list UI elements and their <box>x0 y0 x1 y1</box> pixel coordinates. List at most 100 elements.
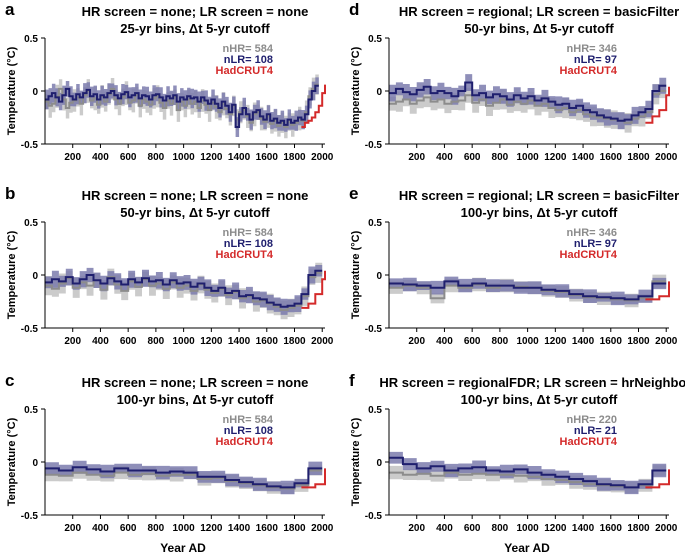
y-tick-label: 0.5 <box>368 34 382 45</box>
x-tick-label: 600 <box>464 152 481 163</box>
x-axis-label: Year AD <box>160 541 206 555</box>
hadcrut4-series-line <box>301 468 326 489</box>
x-tick-label: 2000 <box>655 523 678 534</box>
x-tick-label: 1800 <box>627 152 650 163</box>
x-tick-label: 1200 <box>544 336 567 347</box>
y-tick-label: -0.5 <box>365 140 383 151</box>
y-axis-label: Temperature (°C) <box>350 417 362 506</box>
x-tick-label: 600 <box>120 523 137 534</box>
x-tick-label: 400 <box>92 523 109 534</box>
y-tick-label: 0.5 <box>368 405 382 416</box>
chart-panel-b: -0.5 0 0.5 200 400 600 800 1000 1200 1400 1600 1800… <box>5 184 334 347</box>
x-tick-label: 1400 <box>228 152 251 163</box>
x-tick-label: 200 <box>408 336 425 347</box>
x-tick-label: 1200 <box>200 523 223 534</box>
x-tick-label: 2000 <box>311 336 334 347</box>
x-tick-label: 1000 <box>172 152 195 163</box>
legend-entry: HadCRUT4 <box>216 249 274 261</box>
y-tick-label: 0.5 <box>24 405 38 416</box>
x-tick-label: 600 <box>464 523 481 534</box>
x-tick-label: 1800 <box>283 152 306 163</box>
x-tick-label: 400 <box>436 523 453 534</box>
x-tick-label: 1000 <box>172 523 195 534</box>
legend-entry: nHR= 584 <box>223 43 274 55</box>
x-tick-label: 2000 <box>655 152 678 163</box>
y-tick-label: -0.5 <box>21 324 39 335</box>
x-tick-label: 800 <box>148 523 165 534</box>
x-tick-label: 1800 <box>283 523 306 534</box>
y-axis-label: Temperature (°C) <box>350 230 362 319</box>
y-tick-label: -0.5 <box>365 324 383 335</box>
panel-letter: b <box>5 184 15 203</box>
y-tick-label: 0 <box>376 87 382 98</box>
lr-series-line <box>389 81 667 122</box>
lr-series-line <box>45 84 319 128</box>
lr-series-line <box>45 269 323 308</box>
x-tick-label: 200 <box>64 336 81 347</box>
x-tick-label: 1400 <box>572 336 595 347</box>
chart-subtitle: 100-yr bins, Δt 5-yr cutoff <box>117 392 274 407</box>
legend-entry: HadCRUT4 <box>216 65 274 77</box>
x-tick-label: 600 <box>464 336 481 347</box>
panel-letter: f <box>349 371 355 390</box>
legend-entry: nHR= 220 <box>567 414 617 426</box>
x-tick-label: 1200 <box>544 523 567 534</box>
legend-entry: nLR= 108 <box>224 425 273 437</box>
hadcrut4-series-line <box>301 84 326 128</box>
hadcrut4-series-line <box>301 270 326 309</box>
x-tick-label: 200 <box>64 523 81 534</box>
x-tick-label: 400 <box>92 336 109 347</box>
x-tick-label: 1400 <box>572 523 595 534</box>
panel-letter: e <box>349 184 358 203</box>
hadcrut4-series-line <box>645 281 670 301</box>
y-tick-label: 0.5 <box>24 218 38 229</box>
legend-entry: nHR= 346 <box>567 43 617 55</box>
x-tick-label: 1800 <box>627 336 650 347</box>
x-tick-label: 1400 <box>228 523 251 534</box>
x-tick-label: 400 <box>436 152 453 163</box>
y-tick-label: 0 <box>376 458 382 469</box>
legend-entry: nLR= 21 <box>574 425 617 437</box>
x-tick-label: 1800 <box>283 336 306 347</box>
x-tick-label: 600 <box>120 336 137 347</box>
y-tick-label: -0.5 <box>365 511 383 522</box>
hadcrut4-series-line <box>645 86 670 124</box>
x-tick-label: 200 <box>408 523 425 534</box>
chart-title: HR screen = none; LR screen = none <box>82 4 309 19</box>
panel-letter: c <box>5 371 14 390</box>
chart-panel-d: -0.5 0 0.5 200 400 600 800 1000 1200 1400 1600 1800… <box>349 0 679 163</box>
x-tick-label: 1800 <box>627 523 650 534</box>
x-tick-label: 1600 <box>256 336 279 347</box>
legend-entry: nHR= 346 <box>567 227 617 239</box>
x-tick-label: 1000 <box>516 336 539 347</box>
legend-entry: nHR= 584 <box>223 227 274 239</box>
chart-title: HR screen = regionalFDR; LR screen = hrN… <box>379 375 685 390</box>
x-tick-label: 1200 <box>200 152 223 163</box>
x-tick-label: 1200 <box>200 336 223 347</box>
panel-letter: d <box>349 0 359 19</box>
x-tick-label: 200 <box>408 152 425 163</box>
x-tick-label: 1000 <box>516 523 539 534</box>
x-tick-label: 800 <box>148 152 165 163</box>
chart-title: HR screen = regional; LR screen = basicF… <box>399 4 679 19</box>
legend-entry: nLR= 108 <box>224 54 273 66</box>
x-tick-label: 800 <box>492 523 509 534</box>
y-axis-label: Temperature (°C) <box>350 46 362 135</box>
chart-subtitle: 25-yr bins, Δt 5-yr cutoff <box>120 21 270 36</box>
x-tick-label: 1400 <box>572 152 595 163</box>
y-tick-label: -0.5 <box>21 140 39 151</box>
legend-entry: HadCRUT4 <box>560 436 618 448</box>
legend-entry: HadCRUT4 <box>560 249 618 261</box>
x-tick-label: 400 <box>436 336 453 347</box>
x-tick-label: 1600 <box>600 152 623 163</box>
chart-panel-f: -0.5 0 0.5 200 400 600 800 1000 1200 1400 1600 1800… <box>349 371 685 534</box>
x-tick-label: 200 <box>64 152 81 163</box>
x-tick-label: 1600 <box>256 152 279 163</box>
lr-series-line <box>389 280 667 301</box>
x-tick-label: 1000 <box>172 336 195 347</box>
legend-entry: nLR= 97 <box>574 54 617 66</box>
x-tick-label: 800 <box>148 336 165 347</box>
legend-entry: nLR= 108 <box>224 238 273 250</box>
